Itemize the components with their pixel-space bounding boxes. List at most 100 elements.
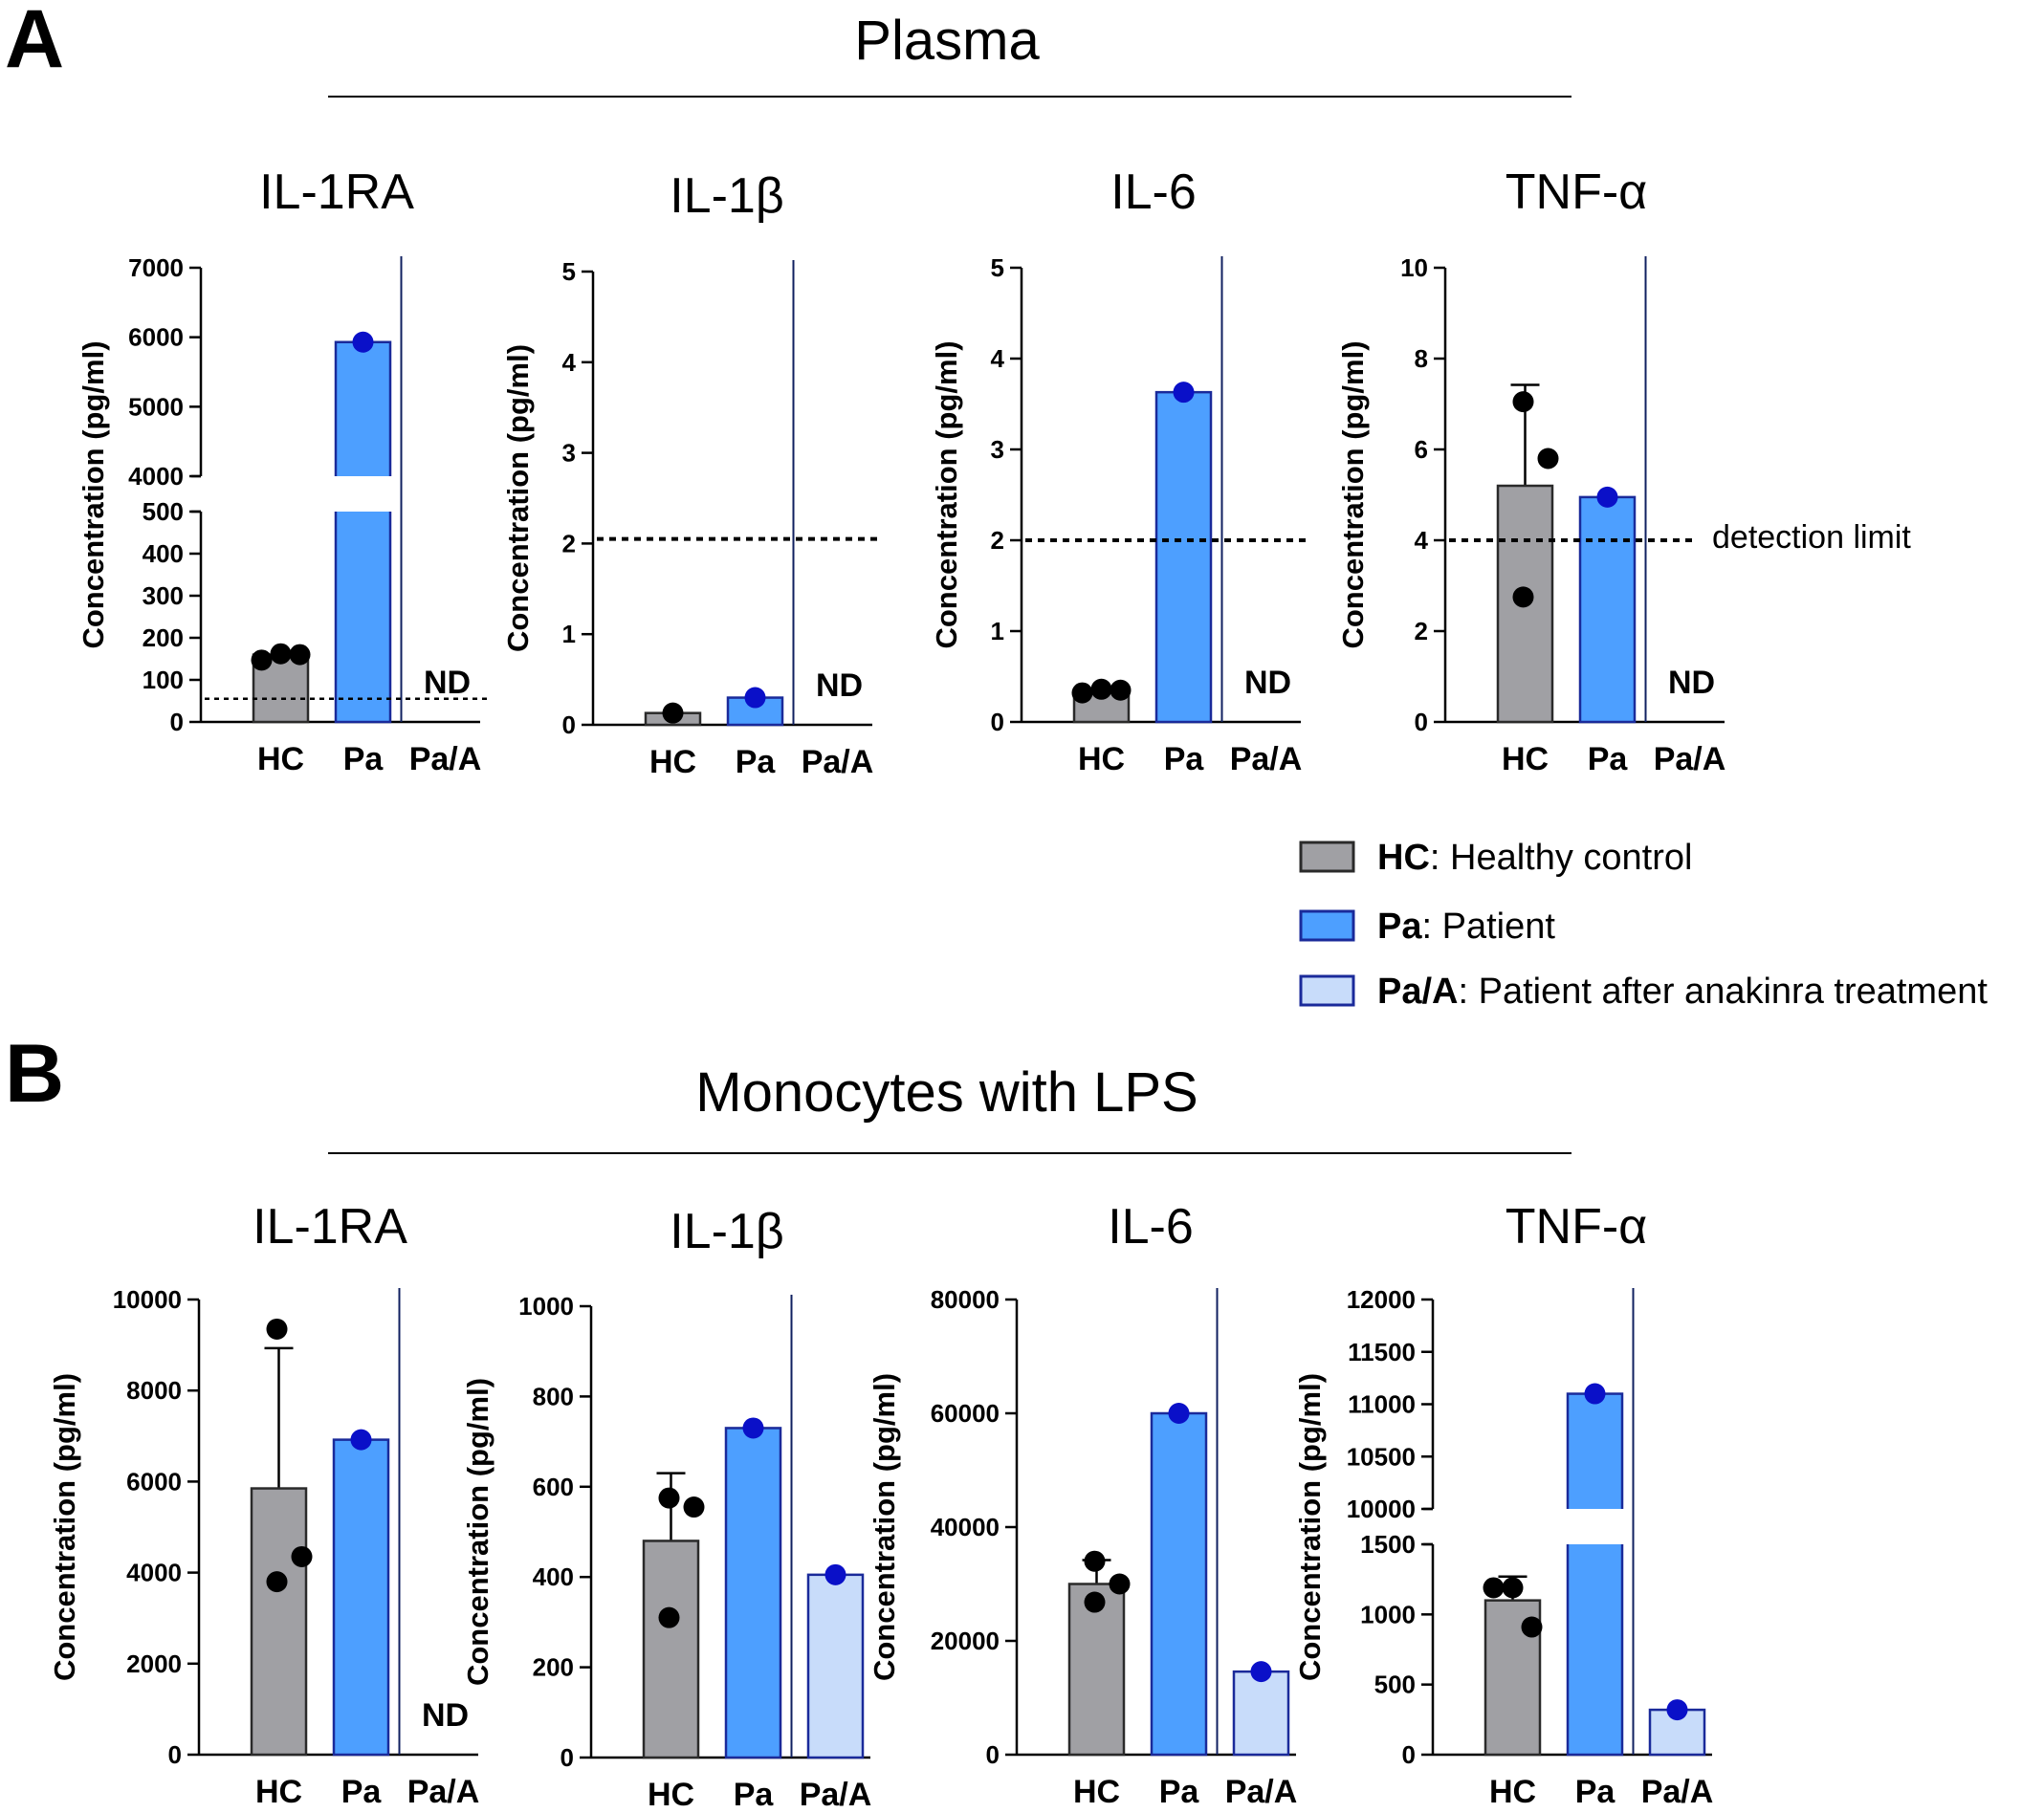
y-tick-label: 0	[168, 1740, 182, 1769]
chart-title: IL-1β	[670, 1204, 784, 1259]
point-pa	[350, 1429, 372, 1451]
point-hc	[1521, 1616, 1543, 1638]
panel-a-title: Plasma	[854, 10, 1040, 72]
bar-pa-a	[1232, 1670, 1290, 1757]
x-tick-label: Pa/A	[1230, 741, 1303, 777]
point-pa	[744, 687, 766, 709]
bar-hc	[1496, 484, 1554, 724]
y-tick-label: 0	[562, 710, 576, 739]
y-tick-label: 2	[1415, 617, 1428, 645]
legend-item-hc: HC: Healthy control	[1377, 838, 1692, 878]
x-tick-label: Pa	[1588, 741, 1629, 777]
y-tick-label: 200	[143, 623, 184, 652]
y-tick-label: 2	[562, 529, 576, 557]
panel-a-letter: A	[5, 0, 64, 85]
x-tick-label: Pa/A	[1654, 741, 1726, 777]
detection-limit-label: detection limit	[1712, 519, 1911, 556]
y-tick-label: 5	[991, 253, 1004, 282]
point-hc	[1512, 586, 1534, 608]
y-tick-label: 80000	[931, 1285, 1000, 1314]
chart-title: IL-1RA	[253, 1199, 407, 1255]
legend-key: HC	[1377, 838, 1430, 878]
x-tick-label: Pa/A	[409, 741, 482, 777]
y-tick-label: 5000	[128, 392, 184, 421]
chart-a-il1b: IL-1β Concentration (pg/ml) 0 1 2 3 4 5 ND HC Pa Pa…	[501, 168, 882, 780]
x-tick-label: HC	[1502, 741, 1549, 777]
panel-b-title: Monocytes with LPS	[695, 1061, 1198, 1124]
x-tick-label: Pa	[343, 741, 385, 777]
x-tick-label: Pa	[341, 1774, 383, 1810]
y-tick-label: 600	[533, 1473, 574, 1501]
chart-a-tnfa: TNF-α Concentration (pg/ml) 0 2 4 6 8 10 ND HC Pa P…	[1336, 164, 1725, 777]
bar-pa	[332, 1438, 390, 1757]
y-tick-label: 0	[1415, 708, 1428, 736]
y-tick-label: 10	[1400, 253, 1428, 282]
chart-a-il6: IL-6 Concentration (pg/ml) 0 1 2 3 4 5 ND HC Pa Pa/…	[930, 164, 1310, 777]
y-tick-label: 40000	[931, 1513, 1000, 1541]
point-hc	[1483, 1577, 1505, 1599]
y-tick-label: 500	[143, 497, 184, 526]
x-tick-label: Pa/A	[800, 1777, 872, 1813]
bar-pa-a	[806, 1573, 865, 1759]
point-hc	[251, 649, 273, 671]
x-tick-label: Pa	[734, 1777, 775, 1813]
legend-swatch-hc	[1299, 841, 1355, 873]
nd-label: ND	[1244, 665, 1291, 701]
point-hc	[683, 1496, 705, 1518]
y-tick-label: 11500	[1348, 1338, 1416, 1366]
y-tick-label: 3	[991, 435, 1004, 464]
point-hc	[662, 702, 684, 724]
legend-key: Pa	[1377, 906, 1422, 947]
y-tick-label: 6000	[126, 1467, 182, 1496]
x-tick-label: Pa	[736, 744, 777, 780]
y-axis-label: Concentration (pg/ml)	[1293, 1373, 1327, 1681]
nd-label: ND	[424, 665, 471, 701]
point-hc	[1502, 1577, 1524, 1599]
point-pa	[1168, 1403, 1190, 1424]
point-pa	[1173, 382, 1195, 404]
x-tick-label: HC	[1489, 1774, 1536, 1810]
bar-pa	[1154, 390, 1213, 724]
y-tick-label: 0	[986, 1740, 1000, 1769]
point-hc	[1090, 678, 1112, 700]
chart-b-il1b: IL-1β Concentration (pg/ml) 0 200 400 600 800 1…	[461, 1204, 871, 1813]
y-axis-label: Concentration (pg/ml)	[461, 1378, 495, 1686]
y-tick-label: 400	[533, 1562, 574, 1591]
point-pa-a	[1666, 1699, 1688, 1721]
y-tick-label: 0	[1402, 1740, 1416, 1769]
point-hc	[1071, 682, 1093, 704]
y-tick-label: 8	[1415, 344, 1428, 373]
y-tick-label: 4	[562, 348, 577, 377]
nd-label: ND	[422, 1697, 469, 1734]
y-tick-label: 1000	[518, 1292, 574, 1321]
legend-desc: : Patient after anakinra treatment	[1458, 972, 1988, 1012]
point-hc	[1109, 1573, 1131, 1595]
x-tick-label: HC	[255, 1774, 302, 1810]
y-tick-label: 800	[533, 1382, 574, 1410]
y-tick-label: 4	[1415, 526, 1429, 555]
legend-swatch-pa	[1299, 909, 1355, 942]
x-tick-label: Pa	[1159, 1774, 1200, 1810]
point-hc	[1512, 391, 1534, 413]
x-tick-label: Pa	[1164, 741, 1205, 777]
bar-pa	[1578, 495, 1637, 724]
y-tick-label: 300	[143, 581, 184, 610]
legend-desc: : Patient	[1421, 906, 1555, 947]
y-tick-label: 20000	[931, 1627, 1000, 1655]
y-tick-label: 2	[991, 526, 1004, 555]
y-tick-label: 4000	[126, 1559, 182, 1587]
point-pa-a	[1250, 1661, 1272, 1683]
y-tick-label: 0	[991, 708, 1004, 736]
point-hc	[266, 1318, 288, 1340]
y-tick-label: 3	[562, 439, 576, 468]
y-tick-label: 100	[143, 666, 184, 694]
y-tick-label: 6	[1415, 435, 1428, 464]
legend-item-pa: Pa: Patient	[1377, 906, 1555, 947]
bar-break-gap	[334, 476, 392, 512]
bar-break-gap	[1566, 1509, 1624, 1544]
y-tick-label: 5	[562, 257, 576, 286]
bar-hc	[642, 1540, 700, 1759]
chart-title: IL-6	[1110, 164, 1197, 220]
y-tick-label: 1500	[1360, 1530, 1416, 1559]
